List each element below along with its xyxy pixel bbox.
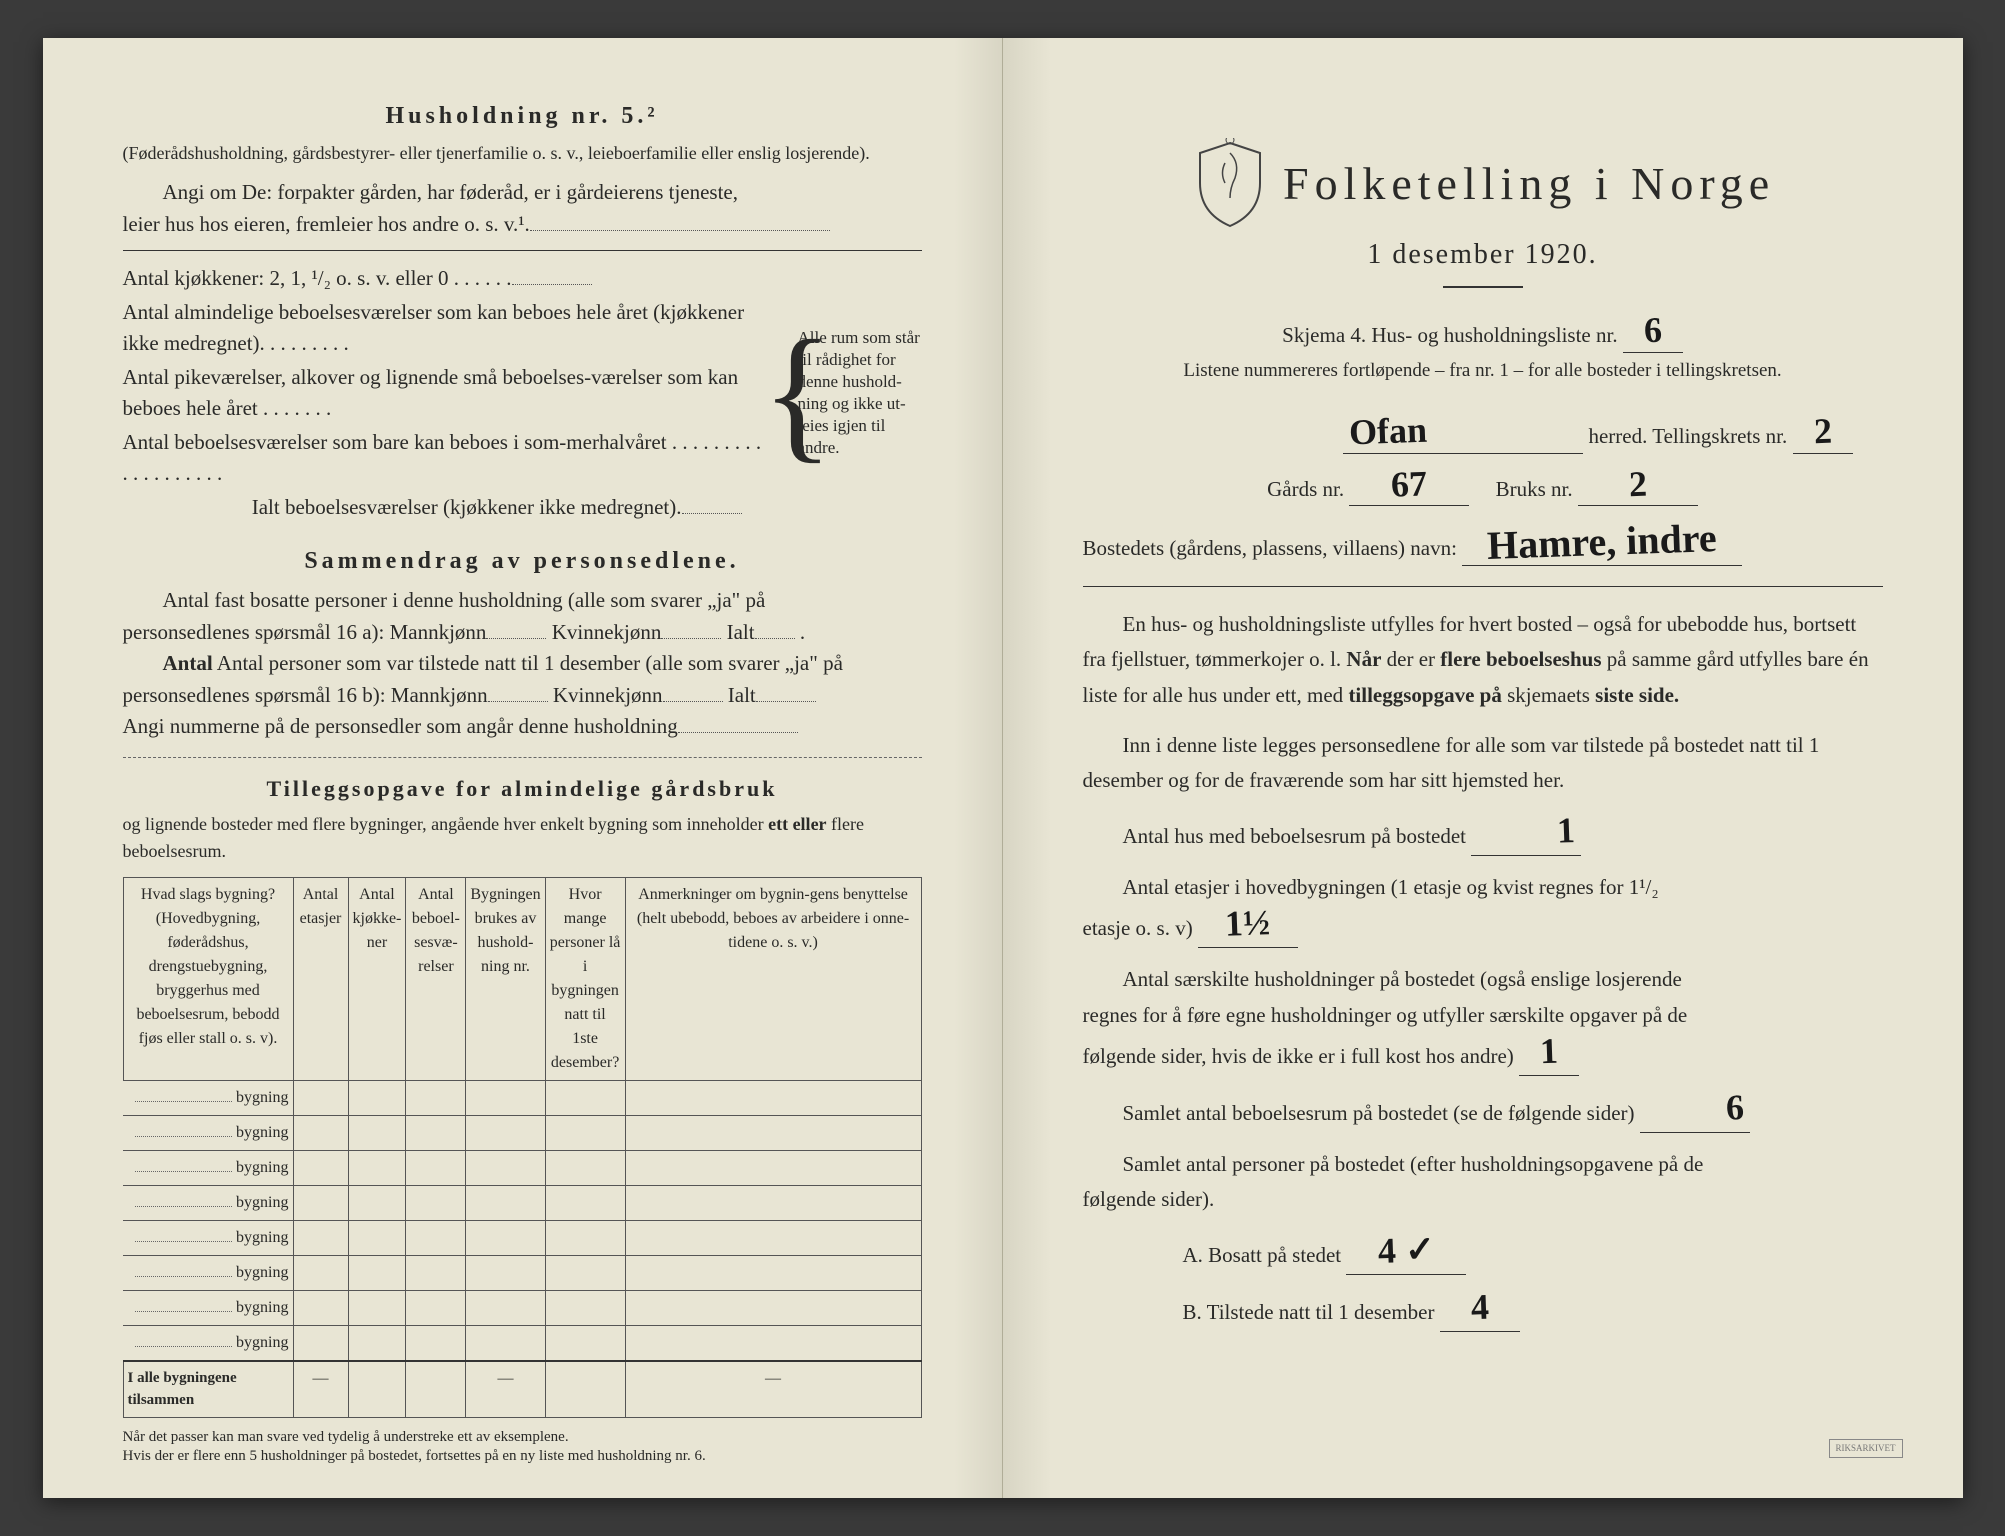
summary-l3: Angi nummerne på de personsedler som ang… bbox=[123, 711, 922, 743]
skjema-line: Skjema 4. Hus- og husholdningsliste nr. … bbox=[1083, 312, 1883, 353]
main-title: Folketelling i Norge bbox=[1283, 149, 1775, 218]
angi-line1: Angi om De: forpakter gården, har føderå… bbox=[123, 177, 922, 209]
th-1: Antal etasjer bbox=[293, 877, 348, 1080]
summary-title: Sammendrag av personsedlene. bbox=[123, 543, 922, 579]
gards-line: Gårds nr. 67 Bruks nr. 2 bbox=[1083, 466, 1883, 507]
left-page: Husholdning nr. 5.² (Føderådshusholdning… bbox=[43, 38, 1003, 1498]
summary-l2b: personsedlenes spørsmål 16 b): Mannkjønn… bbox=[123, 680, 922, 712]
th-3: Antal beboel-sesvæ-relser bbox=[406, 877, 466, 1080]
th-6: Anmerkninger om bygnin-gens benyttelse (… bbox=[625, 877, 921, 1080]
summary-l1a: Antal fast bosatte personer i denne hush… bbox=[123, 585, 922, 617]
tillegg-desc: og lignende bosteder med flere bygninger… bbox=[123, 811, 922, 865]
bosted-line: Bostedets (gårdens, plassens, villaens) … bbox=[1083, 522, 1883, 566]
th-0: Hvad slags bygning? (Hovedbygning, føder… bbox=[123, 877, 293, 1080]
household-desc: (Føderådshusholdning, gårdsbestyrer- ell… bbox=[123, 140, 922, 167]
th-5: Hvor mange personer lå i bygningen natt … bbox=[545, 877, 625, 1080]
q-hus: Antal hus med beboelsesrum på bostedet 1 bbox=[1083, 813, 1883, 856]
farm-tbody: bygning bygning bygning bygning bygning … bbox=[123, 1080, 921, 1417]
room-line-2: Antal beboelsesværelser som bare kan beb… bbox=[123, 427, 762, 490]
brace-text: Alle rum som står til rådighet for denne… bbox=[792, 327, 922, 460]
listene-line: Listene nummereres fortløpende – fra nr.… bbox=[1083, 357, 1883, 386]
total-row-label: I alle bygningene tilsammen bbox=[123, 1361, 293, 1418]
q-etasjer: Antal etasjer i hovedbygningen (1 etasje… bbox=[1083, 870, 1883, 948]
summary-l1b: personsedlenes spørsmål 16 a): Mannkjønn… bbox=[123, 617, 922, 649]
ialt-line: Ialt beboelsesværelser (kjøkkener ikke m… bbox=[123, 492, 762, 524]
print-stamp: RIKSARKIVET bbox=[1829, 1439, 1903, 1459]
para2: Inn i denne liste legges personsedlene f… bbox=[1083, 728, 1883, 799]
title-block: Folketelling i Norge 1 desember 1920. bbox=[1083, 138, 1883, 288]
th-4: Bygningen brukes av hushold-ning nr. bbox=[466, 877, 545, 1080]
q-b: B. Tilstede natt til 1 desember 4 bbox=[1083, 1289, 1883, 1332]
angi-line2: leier hus hos eieren, fremleier hos andr… bbox=[123, 209, 922, 241]
farm-table: Hvad slags bygning? (Hovedbygning, føder… bbox=[123, 877, 922, 1418]
q-a: A. Bosatt på stedet 4 ✓ bbox=[1083, 1232, 1883, 1275]
summary-l2a: Antal Antal personer som var tilstede na… bbox=[123, 648, 922, 680]
para1: En hus- og husholdningsliste utfylles fo… bbox=[1083, 607, 1883, 714]
rooms-block: Antal kjøkkener: 2, 1, ¹/₂ o. s. v. elle… bbox=[123, 261, 922, 525]
th-2: Antal kjøkke-ner bbox=[348, 877, 406, 1080]
q-rum: Samlet antal beboelsesrum på bostedet (s… bbox=[1083, 1090, 1883, 1133]
right-page: Folketelling i Norge 1 desember 1920. Sk… bbox=[1003, 38, 1963, 1498]
tillegg-title: Tilleggsopgave for almindelige gårdsbruk bbox=[123, 772, 922, 805]
room-line-1: Antal pikeværelser, alkover og lignende … bbox=[123, 362, 762, 425]
room-line-0: Antal almindelige beboelsesværelser som … bbox=[123, 297, 762, 360]
census-book: Husholdning nr. 5.² (Føderådshusholdning… bbox=[43, 38, 1963, 1498]
herred-line: Ofan herred. Tellingskrets nr. 2 bbox=[1083, 413, 1883, 454]
kitchen-line: Antal kjøkkener: 2, 1, ¹/₂ o. s. v. elle… bbox=[123, 263, 762, 295]
brace-icon: { bbox=[762, 303, 792, 483]
crest-icon bbox=[1190, 138, 1270, 228]
sub-date: 1 desember 1920. bbox=[1083, 234, 1883, 276]
footer-note: Når det passer kan man svare ved tydelig… bbox=[123, 1428, 922, 1467]
q-personer: Samlet antal personer på bostedet (efter… bbox=[1083, 1147, 1883, 1218]
household-title: Husholdning nr. 5.² bbox=[123, 98, 922, 134]
q-hushold: Antal særskilte husholdninger på bostede… bbox=[1083, 962, 1883, 1076]
